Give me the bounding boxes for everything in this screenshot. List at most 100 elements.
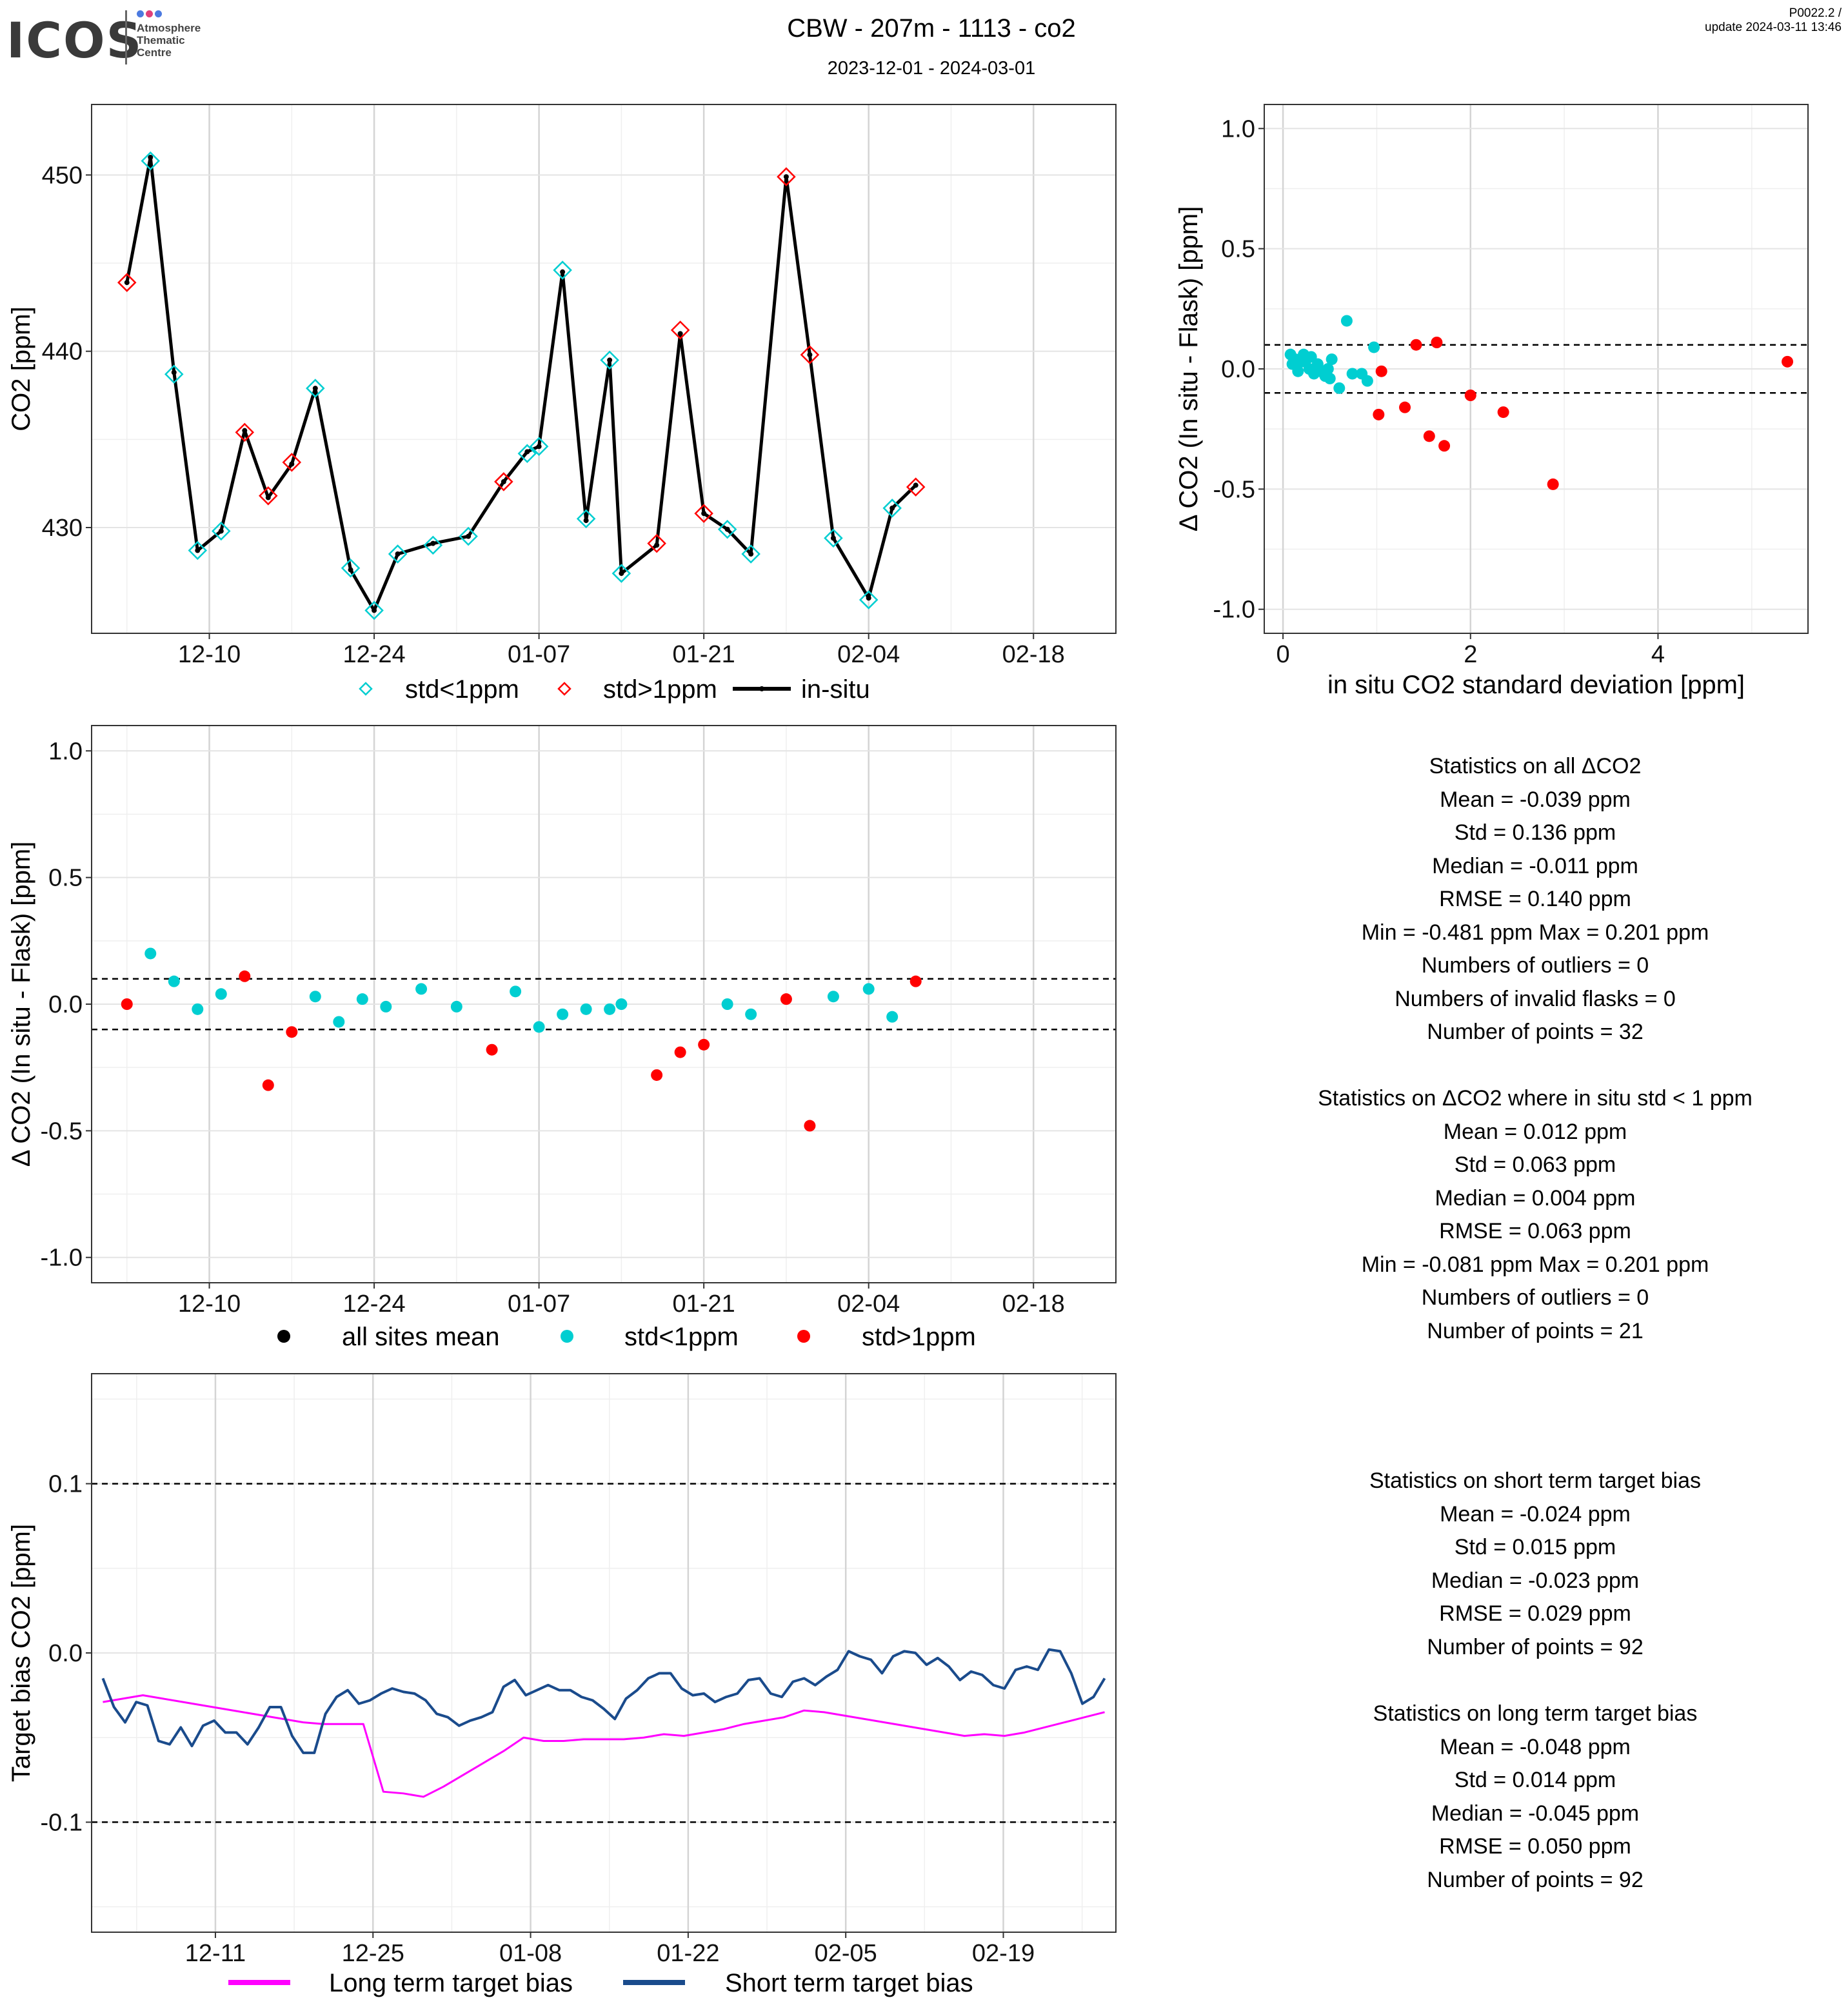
y-tick-label: 0.0 — [1221, 356, 1255, 383]
flask-marker-std-lt1 — [517, 444, 537, 463]
y-tick-label: 0.5 — [1221, 236, 1255, 263]
plot-border — [91, 725, 1117, 1283]
update-timestamp: update 2024-03-11 13:46 — [1705, 21, 1842, 34]
point-std-gt1 — [1423, 430, 1435, 442]
insitu-point — [501, 479, 506, 484]
stats-line: Mean = -0.039 ppm — [1440, 787, 1631, 812]
point-std-lt1 — [1346, 368, 1358, 380]
flask-marker-std-lt1 — [141, 151, 161, 171]
flask-marker-std-gt1 — [906, 477, 926, 497]
flask-marker-std-lt1 — [164, 364, 184, 384]
stats-long-term-bias: Statistics on long term target bias Mean… — [1264, 1697, 1806, 1897]
insitu-point — [242, 428, 248, 433]
point-std-gt1 — [1410, 339, 1422, 351]
insitu-point — [560, 269, 566, 275]
insitu-point — [748, 551, 754, 557]
stats-line: RMSE = 0.050 ppm — [1439, 1834, 1631, 1859]
stats-line: Std = 0.015 ppm — [1454, 1535, 1616, 1559]
logo-subtitle: Atmosphere Thematic Centre — [137, 22, 201, 59]
delta-point-std-lt1 — [827, 991, 839, 1003]
flask-marker-std-gt1 — [259, 486, 278, 506]
flask-marker-std-lt1 — [576, 509, 596, 529]
point-std-lt1 — [1322, 363, 1334, 375]
delta-point-std-gt1 — [780, 993, 792, 1005]
flask-marker-std-lt1 — [364, 600, 384, 620]
y-tick-label: -0.5 — [41, 1118, 83, 1145]
point-std-gt1 — [1438, 440, 1451, 452]
delta-point-std-gt1 — [239, 970, 251, 982]
y-axis-label: CO2 [ppm] — [7, 306, 35, 431]
legend-std-gt1-key — [557, 682, 571, 696]
point-std-lt1 — [1326, 353, 1338, 366]
co2-timeseries-chart: 12-10 12-24 01-07 01-21 02-04 02-18 430 440 450 C… — [7, 104, 1117, 704]
y-tick-label: 0.0 — [48, 1640, 83, 1667]
delta-point-std-lt1 — [333, 1016, 345, 1028]
x-tick-label: 01-07 — [508, 641, 570, 668]
legend-all-sites-key — [277, 1330, 290, 1343]
point-std-gt1 — [1497, 406, 1509, 419]
flask-marker-std-gt1 — [494, 472, 513, 491]
y-tick-label: 0.0 — [48, 991, 83, 1018]
x-tick-label: 4 — [1651, 641, 1665, 668]
y-tick-label: 0.1 — [48, 1471, 83, 1498]
y-tick-label: -0.5 — [1213, 476, 1255, 503]
logo-dots — [137, 9, 164, 21]
stats-line: Mean = 0.012 ppm — [1443, 1119, 1627, 1144]
stats-title: Statistics on all ΔCO2 — [1429, 754, 1642, 778]
x-tick-label: 2 — [1464, 641, 1477, 668]
delta-point-std-gt1 — [909, 975, 922, 987]
insitu-point — [124, 280, 130, 286]
version-label: P0022.2 / — [1789, 6, 1842, 20]
flask-marker-std-gt1 — [647, 533, 666, 553]
insitu-point — [654, 542, 660, 548]
point-std-lt1 — [1324, 372, 1336, 384]
stats-short-term-bias: Statistics on short term target bias Mea… — [1264, 1465, 1806, 1664]
long-term-bias-line — [103, 1694, 1105, 1798]
insitu-point — [289, 461, 295, 467]
flask-marker-std-lt1 — [423, 535, 443, 555]
flask-marker-std-lt1 — [600, 350, 619, 370]
point-std-gt1 — [1431, 337, 1443, 348]
x-tick-label: 02-04 — [837, 1290, 900, 1318]
legend-short-term-label: Short term target bias — [725, 1969, 973, 1997]
stats-title: Statistics on long term target bias — [1373, 1701, 1698, 1726]
stats-line: Min = -0.481 ppm Max = 0.201 ppm — [1361, 920, 1709, 945]
stats-line: Number of points = 32 — [1427, 1020, 1644, 1044]
flask-marker-std-lt1 — [341, 559, 361, 578]
insitu-point — [607, 357, 613, 363]
y-tick-label: 1.0 — [48, 738, 83, 765]
insitu-point — [195, 548, 201, 553]
delta-point-std-lt1 — [557, 1008, 569, 1020]
delta-point-std-lt1 — [309, 991, 321, 1003]
page-title: CBW - 207m - 1113 - co2 — [787, 14, 1076, 43]
flask-marker-std-lt1 — [212, 521, 231, 541]
stats-line: RMSE = 0.140 ppm — [1439, 887, 1631, 911]
delta-point-std-lt1 — [380, 1000, 392, 1013]
delta-point-std-lt1 — [415, 983, 428, 995]
insitu-point — [866, 595, 871, 601]
x-tick-label: 12-25 — [342, 1940, 404, 1967]
stats-title: Statistics on short term target bias — [1369, 1468, 1701, 1493]
x-tick-label: 12-10 — [178, 1290, 241, 1318]
x-tick-label: 01-07 — [508, 1290, 570, 1318]
point-std-lt1 — [1368, 341, 1380, 353]
insitu-point — [348, 567, 353, 573]
x-tick-label: 12-24 — [343, 1290, 405, 1318]
x-tick-label: 02-05 — [815, 1940, 877, 1967]
flask-marker-std-gt1 — [800, 345, 820, 364]
delta-point-std-lt1 — [604, 1003, 616, 1015]
stats-line: Median = -0.023 ppm — [1431, 1568, 1640, 1593]
y-tick-label: -0.1 — [41, 1809, 83, 1836]
legend-std-lt1-key — [561, 1330, 573, 1343]
flask-marker-std-lt1 — [717, 519, 737, 539]
delta-point-std-lt1 — [215, 988, 227, 1000]
point-std-gt1 — [1399, 401, 1411, 413]
y-tick-label: 0.5 — [48, 865, 83, 892]
short-term-bias-line — [101, 1648, 1106, 1754]
stats-line: RMSE = 0.063 ppm — [1439, 1219, 1631, 1243]
plot-border — [91, 104, 1117, 634]
delta-co2-chart: 12-10 12-24 01-07 01-21 02-04 02-18 1.0 0.5 0.0 -… — [7, 725, 1117, 1351]
stats-line: Numbers of outliers = 0 — [1421, 953, 1649, 978]
y-tick-label: 440 — [42, 339, 83, 366]
flask-marker-std-gt1 — [777, 167, 796, 186]
